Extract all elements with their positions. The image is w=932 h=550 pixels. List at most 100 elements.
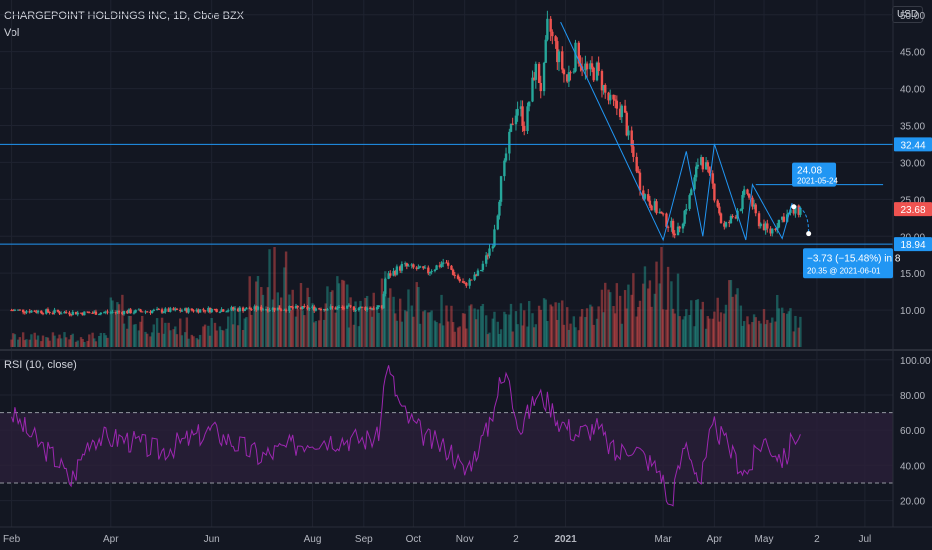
volume-bar (554, 302, 557, 347)
candle-body (241, 307, 245, 312)
volume-bar (392, 296, 395, 347)
candle-body (114, 311, 117, 313)
volume-bar (149, 336, 152, 347)
volume-bar (683, 316, 686, 347)
candle-body (152, 309, 155, 311)
volume-bar (579, 316, 582, 347)
volume-bar (360, 307, 364, 347)
volume-bar (799, 316, 802, 347)
candle-body (36, 310, 40, 313)
candle-body (566, 74, 569, 82)
candle-body (141, 311, 144, 313)
candle-body (279, 309, 283, 311)
volume-bar (279, 297, 283, 347)
volume-bar (597, 306, 600, 347)
volume-bar (215, 330, 218, 347)
candle-body (480, 269, 483, 271)
candle-body (245, 307, 248, 310)
candle-body (430, 271, 433, 273)
candle-body (359, 306, 362, 309)
candle-body (511, 123, 514, 125)
volume-bar (498, 333, 501, 347)
volume-bar (739, 305, 743, 347)
volume-bar (139, 321, 142, 347)
candle-body (537, 63, 541, 83)
volume-bar (499, 329, 503, 347)
volume-bar (243, 318, 246, 347)
candle-body (660, 211, 663, 214)
volume-bar (719, 312, 723, 347)
candle-body (74, 311, 78, 315)
candle-body (422, 266, 425, 269)
candle-body (683, 210, 686, 224)
volume-bar (364, 297, 367, 347)
candle-body (218, 311, 222, 313)
candle-body (799, 207, 802, 215)
rsi-tick-label: 100.00 (900, 356, 931, 367)
candle-body (68, 312, 71, 315)
candle-body (423, 267, 427, 269)
volume-bar (69, 335, 73, 347)
candle-body (392, 271, 395, 276)
candle-body (615, 100, 619, 109)
candle-body (144, 311, 147, 313)
projection-result-target: 20.35 @ 2021-06-01 (807, 266, 881, 275)
volume-bar (544, 299, 547, 347)
volume-bar (766, 319, 769, 347)
candle-body (407, 265, 410, 267)
candle-body (699, 157, 703, 165)
candle-body (734, 216, 738, 219)
volume-bar (451, 322, 455, 347)
volume-bar (567, 329, 571, 347)
volume-bar (12, 333, 15, 347)
candle-body (208, 307, 212, 313)
volume-bar (94, 341, 98, 347)
candle-body (739, 209, 743, 211)
candle-body (377, 305, 380, 308)
candle-body (711, 173, 714, 184)
volume-bar (484, 315, 488, 347)
volume-bar (458, 326, 461, 347)
candle-body (150, 310, 154, 314)
volume-bar (311, 303, 314, 347)
candle-body (79, 312, 83, 314)
candle-body (311, 306, 314, 308)
candle-body (549, 18, 552, 32)
candle-body (544, 39, 547, 63)
candle-body (317, 308, 321, 310)
candle-body (453, 274, 456, 276)
candle-body (688, 195, 691, 209)
candle-body (109, 312, 112, 314)
x-tick-label: Aug (304, 534, 322, 545)
volume-bar (169, 330, 172, 347)
candle-body (284, 309, 288, 311)
candle-body (227, 310, 230, 312)
candle-body (523, 126, 526, 132)
candle-body (719, 213, 723, 224)
candle-body (741, 194, 744, 210)
volume-bar (526, 326, 529, 347)
volume-bar (58, 334, 61, 347)
candle-body (574, 42, 577, 72)
volume-bar (336, 276, 339, 347)
candle-body (283, 309, 286, 311)
volume-bar (134, 324, 137, 347)
candle-body (521, 106, 524, 127)
projection-result-box (803, 248, 893, 279)
candle-body (476, 270, 480, 276)
candle-body (198, 309, 202, 313)
candle-body (577, 42, 580, 64)
volume-bar (440, 294, 443, 347)
volume-bar (441, 325, 445, 347)
candle-body (276, 307, 280, 311)
volume-bar (331, 290, 334, 347)
volume-bar (572, 316, 576, 347)
volume-bar (114, 310, 117, 347)
volume-bar (104, 335, 108, 347)
volume-bar (41, 335, 45, 347)
candle-body (139, 309, 142, 312)
volume-bar (532, 327, 536, 347)
volume-bar (661, 309, 665, 347)
volume-bar (150, 332, 154, 347)
